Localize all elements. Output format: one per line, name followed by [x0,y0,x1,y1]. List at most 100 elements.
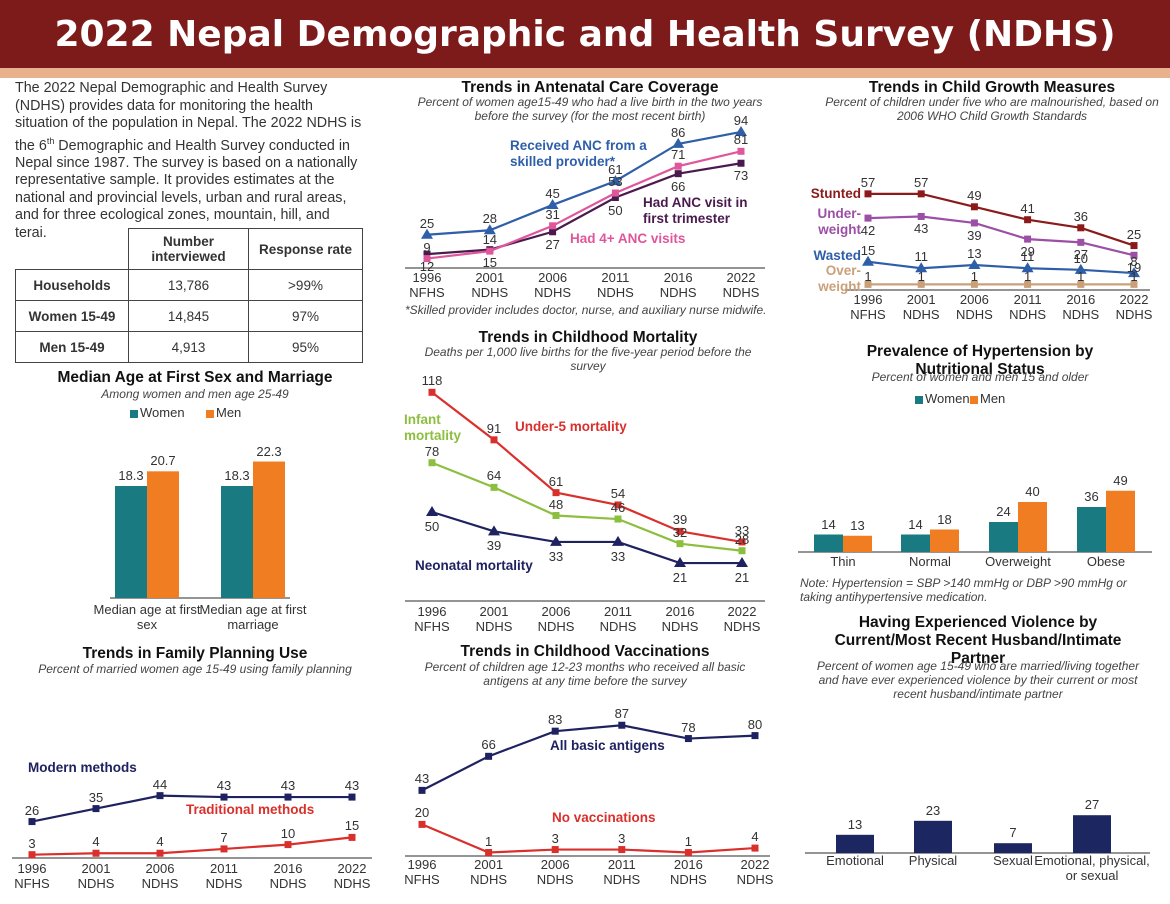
value-label: 64 [486,468,502,484]
x-tick-label: 2022 NDHS [1115,292,1153,322]
x-tick-label: Normal [909,554,951,569]
point [612,535,624,546]
value-label: 21 [734,570,750,586]
value-label: 28 [482,211,498,227]
value-label: 18.3 [118,468,144,483]
x-tick-label: 2016 NDHS [1062,292,1100,322]
x-tick-label: 1996 NFHS [414,604,450,634]
series-label: Received ANC from a skilled provider* [510,138,647,169]
point [970,203,978,211]
x-tick-label: 2011 NDHS [599,604,637,634]
value-label: 118 [421,373,443,389]
point [348,793,356,801]
point [546,198,559,209]
point [421,228,433,239]
value-label: 9 [423,239,431,255]
point [609,175,622,186]
x-tick-label: 1996 NFHS [404,857,440,887]
value-label: 19 [1126,260,1142,276]
column-header: Number interviewed [128,228,249,270]
value-label: 80 [747,716,763,732]
point [862,255,874,266]
point [348,833,356,841]
legend-swatch [915,396,923,404]
point [28,818,36,826]
bar [814,534,843,552]
header-band [0,0,1170,68]
value-label: 66 [481,737,496,753]
x-tick-label: 2011 NDHS [205,861,243,891]
value-label: 43 [280,778,296,794]
chart-title: Trends in Childhood Vaccinations [460,643,710,660]
point [618,721,626,729]
value-label: 43 [344,778,360,794]
value-label: 1 [864,269,872,285]
intro-part: The 2022 Nepal Demographic and Health Su… [15,80,362,154]
value-label: 28 [734,531,750,547]
point [1024,216,1032,224]
series-label: Modern methods [28,760,137,775]
point [917,212,925,220]
value-label: 42 [860,223,876,239]
point [738,547,746,555]
value-label: 71 [670,147,686,163]
value-label: 4 [156,834,164,850]
point [751,844,759,852]
value-label: 27 [1073,247,1089,263]
cell: 95% [248,331,363,363]
point [614,515,622,523]
value-label: 87 [614,706,630,722]
chart-subtitle: Percent of married women age 15-49 using… [38,662,352,676]
x-tick-label: 1996 NFHS [409,270,445,300]
chart-title: Trends in Child Growth Measures [868,79,1116,96]
point [551,727,559,735]
x-tick-label: 2016 NDHS [669,857,707,887]
bar [994,843,1032,853]
x-tick-label: 2011 NDHS [603,857,641,887]
point [483,224,496,235]
chart-subtitle: Percent of children under five who are m… [825,95,1159,123]
value-label: 18.3 [224,468,250,483]
value-label: 21 [672,570,688,586]
x-tick-label: 2006 NDHS [955,292,993,322]
series-label: Under-5 mortality [515,419,627,434]
x-tick-label: 2001 NDHS [475,604,513,634]
bar [989,522,1018,552]
point [490,436,498,444]
point [549,228,557,236]
chart-subtitle: Among women and men age 25-49 [101,387,289,401]
x-tick-label: 2011 NDHS [1009,292,1047,322]
value-label: 25 [1126,226,1142,242]
value-label: 33 [548,548,564,564]
value-label: 1 [684,833,692,849]
chart-note: *Skilled provider includes doctor, nurse… [405,303,767,317]
value-label: 8 [1130,254,1138,270]
point [618,846,626,854]
value-label: 13 [850,517,865,533]
x-tick-label: 1996 NFHS [14,861,50,891]
x-tick-label: Emotional, physical, or sexual [1034,853,1150,883]
value-label: 20.7 [150,453,176,469]
value-label: 11 [1020,249,1035,265]
value-label: 1 [1130,269,1138,285]
value-label: 4 [751,829,759,845]
point [220,793,228,801]
chart-subtitle: Percent of children age 12-23 months who… [424,660,746,688]
page-title: 2022 Nepal Demographic and Health Survey… [54,14,1116,55]
value-label: 18 [937,511,952,527]
value-label: 43 [913,221,929,237]
bar [1106,490,1135,552]
x-tick-label: 2016 NDHS [269,861,307,891]
value-label: 26 [24,802,40,818]
value-label: 45 [545,185,560,201]
legend-label: Men [216,405,242,420]
value-label: 29 [1020,244,1035,260]
point [428,388,436,396]
value-label: 43 [216,778,232,794]
point [735,125,747,136]
value-label: 61 [548,473,564,489]
bar [115,486,147,598]
point [426,506,438,516]
value-label: 43 [414,771,430,787]
